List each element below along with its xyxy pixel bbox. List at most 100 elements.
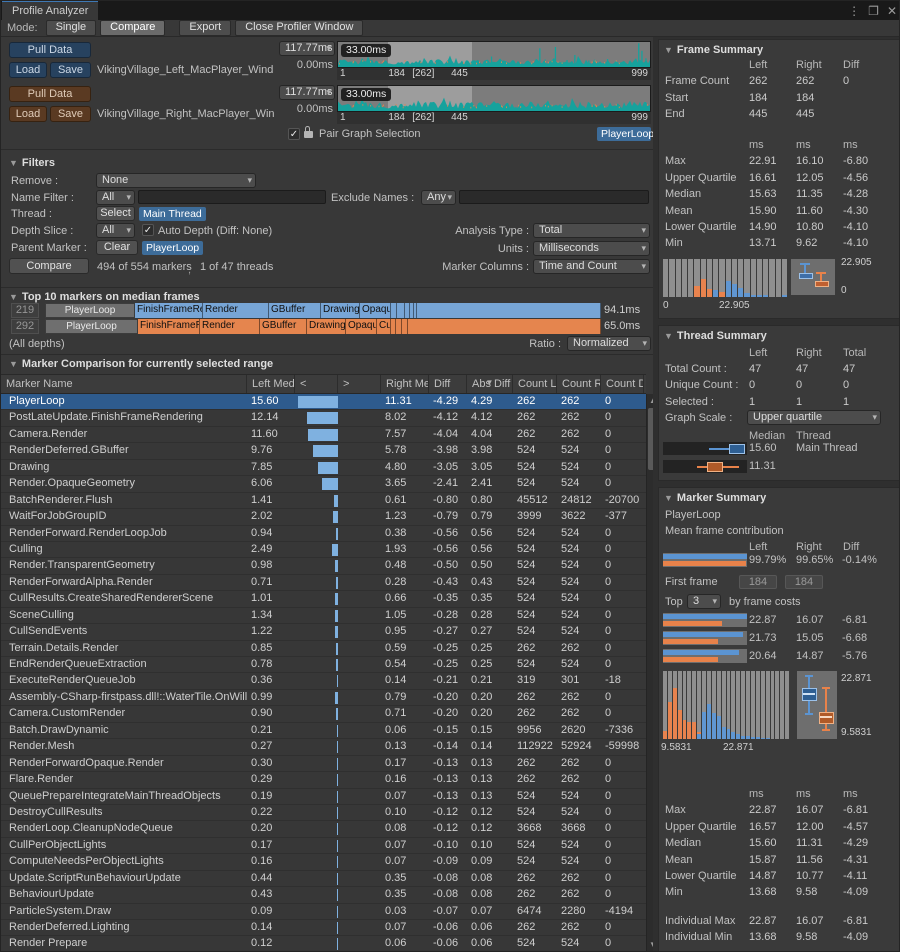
range-right-dropdown[interactable]: 117.77ms ▾ <box>279 85 335 100</box>
top10-segment[interactable]: Drawing <box>307 319 346 334</box>
table-row[interactable]: Assembly-CSharp-firstpass.dll!::WaterTil… <box>1 689 646 707</box>
export-button[interactable]: Export <box>179 20 232 36</box>
table-row[interactable]: Camera.CustomRender 0.90 0.71 -0.20 0.20 262 2… <box>1 706 646 723</box>
thread-select-button[interactable]: Select <box>96 206 135 221</box>
top10-header[interactable]: ▼ Top 10 markers on median frames <box>9 291 200 303</box>
load-left-button[interactable]: Load <box>9 62 47 78</box>
pair-marker-chip[interactable]: PlayerLoop <box>597 127 654 141</box>
save-right-button[interactable]: Save <box>50 106 91 122</box>
table-row[interactable]: Drawing 7.85 4.80 -3.05 3.05 524 524 0 <box>1 459 646 477</box>
table-row[interactable]: WaitForJobGroupID 2.02 1.23 -0.79 0.79 3999 36… <box>1 509 646 526</box>
table-row[interactable]: PlayerLoop 15.60 11.31 -4.29 4.29 262 262 0 <box>1 394 646 411</box>
mode-single-button[interactable]: Single <box>45 20 97 36</box>
close-profiler-window-button[interactable]: Close Profiler Window <box>235 20 364 36</box>
table-row[interactable]: Batch.DrawDynamic 0.21 0.06 -0.15 0.15 9956 26… <box>1 722 646 740</box>
top10-segment[interactable] <box>405 303 410 318</box>
table-row[interactable]: Render.TransparentGeometry 0.98 0.48 -0.50 0… <box>1 558 646 575</box>
clear-button[interactable]: Clear <box>96 240 138 255</box>
top10-segment[interactable] <box>391 319 396 334</box>
table-row[interactable]: Render.OpaqueGeometry 6.06 3.65 -2.41 2.41 52… <box>1 476 646 493</box>
column-header[interactable]: Right Median <box>381 375 429 393</box>
maximize-icon[interactable]: ❐ <box>868 3 879 18</box>
frame-summary-header[interactable]: ▼ Frame Summary <box>664 44 763 56</box>
thread-summary-header[interactable]: ▼ Thread Summary <box>664 330 767 342</box>
table-row[interactable]: CullResults.CreateSharedRendererScene 1.0… <box>1 591 646 608</box>
first-frame-right-button[interactable]: 184 <box>785 575 823 589</box>
exclude-mode-dropdown[interactable]: Any ▾ <box>421 190 456 205</box>
scroll-up-icon[interactable]: ▲ <box>647 395 659 407</box>
table-row[interactable]: RenderLoop.CleanupNodeQueue 0.20 0.08 -0.12… <box>1 821 646 838</box>
table-row[interactable]: Flare.Render 0.29 0.16 -0.13 0.13 262 262 0 <box>1 772 646 789</box>
top10-segment[interactable]: Drawing <box>321 303 360 318</box>
save-left-button[interactable]: Save <box>50 62 91 78</box>
auto-depth-checkbox[interactable]: ✓ <box>142 224 154 236</box>
top-count-dropdown[interactable]: 3 ▾ <box>687 594 721 609</box>
remove-dropdown[interactable]: None ▾ <box>96 173 256 188</box>
table-row[interactable]: Camera.Render 11.60 7.57 -4.04 4.04 262 262 0 <box>1 426 646 444</box>
column-header[interactable]: Count Left <box>513 375 557 393</box>
table-row[interactable]: QueuePrepareIntegrateMainThreadObjects 0.… <box>1 788 646 805</box>
pull-data-right-button[interactable]: Pull Data <box>9 86 91 102</box>
column-header[interactable]: Left Median <box>247 375 295 393</box>
top10-segment[interactable]: Cu <box>377 319 391 334</box>
marker-comparison-header[interactable]: ▼ Marker Comparison for currently selecte… <box>9 358 273 370</box>
table-row[interactable]: Culling 2.49 1.93 -0.56 0.56 524 524 0 <box>1 541 646 559</box>
graph-scale-dropdown[interactable]: Upper quartile ▾ <box>747 410 881 425</box>
table-row[interactable]: RenderForward.RenderLoopJob 0.94 0.38 -0.56… <box>1 525 646 542</box>
top10-segment[interactable] <box>391 303 397 318</box>
table-row[interactable]: CullPerObjectLights 0.17 0.07 -0.10 0.10 524 5… <box>1 837 646 855</box>
table-row[interactable]: SceneCulling 1.34 1.05 -0.28 0.28 524 524 0 <box>1 607 646 625</box>
scroll-down-icon[interactable]: ▼ <box>647 939 659 951</box>
top10-segment[interactable]: GBuffer <box>260 319 307 334</box>
filters-header[interactable]: ▼ Filters <box>9 157 55 169</box>
range-left-dropdown[interactable]: 117.77ms ▾ <box>279 41 335 56</box>
table-row[interactable]: ParticleSystem.Draw 0.09 0.03 -0.07 0.07 6474… <box>1 903 646 920</box>
top10-segment[interactable] <box>408 319 601 334</box>
thread-chip[interactable]: Main Thread <box>139 207 206 221</box>
pull-data-left-button[interactable]: Pull Data <box>9 42 91 58</box>
top10-segment[interactable] <box>410 303 414 318</box>
units-dropdown[interactable]: Milliseconds ▾ <box>533 241 650 256</box>
column-header[interactable]: < <box>295 375 338 393</box>
table-row[interactable]: Update.ScriptRunBehaviourUpdate 0.44 0.35 -… <box>1 870 646 888</box>
table-row[interactable]: RenderDeferred.Lighting 0.14 0.07 -0.06 0.06… <box>1 920 646 937</box>
table-row[interactable]: ComputeNeedsPerObjectLights 0.16 0.07 -0.09… <box>1 854 646 871</box>
top10-segment[interactable]: PlayerLoop <box>45 319 138 334</box>
top10-segment[interactable]: FinishFrameR <box>138 319 200 334</box>
top10-segment[interactable]: Render <box>203 303 269 318</box>
pair-graph-checkbox[interactable]: ✓ <box>288 128 300 140</box>
marker-summary-header[interactable]: ▼ Marker Summary <box>664 492 766 504</box>
top10-segment[interactable] <box>397 303 405 318</box>
load-right-button[interactable]: Load <box>9 106 47 122</box>
name-filter-input[interactable] <box>138 190 326 204</box>
marker-columns-dropdown[interactable]: Time and Count ▾ <box>533 259 650 274</box>
table-row[interactable]: PostLateUpdate.FinishFrameRendering 12.14… <box>1 410 646 427</box>
top10-segment[interactable]: Opaqu <box>346 319 377 334</box>
column-header[interactable]: Count Right <box>557 375 601 393</box>
top10-segment[interactable] <box>417 303 601 318</box>
table-row[interactable]: BatchRenderer.Flush 1.41 0.61 -0.80 0.80 4551… <box>1 492 646 510</box>
compare-button[interactable]: Compare <box>9 258 89 274</box>
kebab-menu-icon[interactable]: ⋮ <box>848 3 861 18</box>
table-row[interactable]: Terrain.Details.Render 0.85 0.59 -0.25 0.25 2… <box>1 640 646 657</box>
column-header[interactable]: Marker Name <box>1 375 247 393</box>
table-row[interactable]: EndRenderQueueExtraction 0.78 0.54 -0.25 0.2… <box>1 657 646 674</box>
table-row[interactable]: Render.Mesh 0.27 0.13 -0.14 0.14 112922 52924-… <box>1 739 646 756</box>
top10-segment[interactable]: GBuffer <box>269 303 321 318</box>
top10-segment[interactable]: FinishFrameRe <box>135 303 203 318</box>
table-row[interactable]: BehaviourUpdate 0.43 0.35 -0.08 0.08 262 262 0 <box>1 887 646 904</box>
table-row[interactable]: RenderForwardOpaque.Render 0.30 0.17 -0.13 0… <box>1 755 646 773</box>
first-frame-left-button[interactable]: 184 <box>739 575 777 589</box>
table-row[interactable]: RenderDeferred.GBuffer 9.76 5.78 -3.98 3.98 5… <box>1 443 646 460</box>
table-row[interactable]: CullSendEvents 1.22 0.95 -0.27 0.27 524 524 0 <box>1 624 646 641</box>
column-header[interactable]: Diff <box>429 375 467 393</box>
top10-frame-button[interactable]: 292 <box>11 319 39 334</box>
table-row[interactable]: ExecuteRenderQueueJob 0.36 0.14 -0.21 0.21 31… <box>1 673 646 690</box>
top10-segment[interactable] <box>414 303 417 318</box>
table-row[interactable]: RenderForwardAlpha.Render 0.71 0.28 -0.43 0.… <box>1 574 646 592</box>
top10-segment[interactable]: Opaqu <box>360 303 391 318</box>
table-row[interactable]: DestroyCullResults 0.22 0.10 -0.12 0.12 524 52… <box>1 804 646 822</box>
top10-segment[interactable] <box>402 319 408 334</box>
analysis-type-dropdown[interactable]: Total ▾ <box>533 223 650 238</box>
depth-slice-dropdown[interactable]: All ▾ <box>96 223 135 238</box>
